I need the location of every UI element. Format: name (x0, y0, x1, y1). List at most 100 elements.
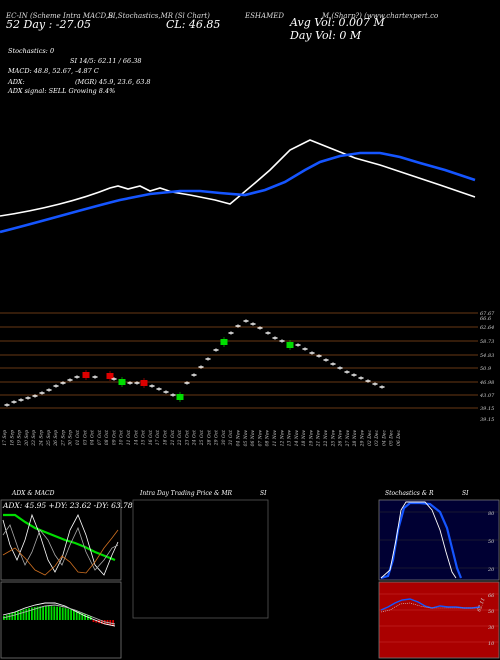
date-tick-label: 22 Oct (177, 430, 183, 446)
candle-body (170, 394, 176, 396)
date-tick-label: 04 Dec (381, 430, 387, 446)
date-tick-label: 09 Oct (111, 430, 117, 445)
date-tick-label: 14 Nov (294, 430, 300, 447)
date-tick-label: 08 Nov (265, 430, 271, 447)
date-tick-label: 17 Oct (155, 430, 161, 445)
day-volume: Day Vol: 0 M (290, 29, 362, 42)
macd-histogram-bar (73, 610, 75, 620)
stoch-tick-20: 20 (487, 567, 495, 573)
macd-histogram-bar (22, 609, 25, 620)
macd-histogram-bar (42, 606, 44, 620)
macd-histogram-bar (59, 607, 61, 620)
date-tick-label: 04 Nov (235, 430, 241, 447)
price-level-label: 54.83 (480, 353, 494, 359)
intraday-title: Intra Day Trading Price & MR (140, 490, 233, 497)
price-level-label: 67.67 (480, 311, 495, 317)
macd-histogram-bar (47, 606, 50, 620)
candle-body (60, 382, 66, 384)
date-tick-label: 18 Nov (301, 430, 307, 447)
price-level-label: 39.15 (480, 417, 494, 423)
candle-body (149, 385, 155, 387)
candle-body (243, 320, 249, 322)
date-tick-label: 06 Nov (250, 430, 256, 447)
macd-readout: MACD: 48.8, 52.67, -4.87 C (8, 67, 99, 75)
si-tick-10: 10 (488, 641, 495, 647)
si-tick-30: 30 (488, 625, 495, 631)
candle-body (11, 401, 17, 403)
date-tick-label: 08 Oct (104, 430, 110, 445)
header-title-right: M (Sharp?) (www.chartexpert.co (322, 12, 439, 20)
open-label: 52 Day : -27.05 (6, 18, 91, 31)
candle-body (82, 372, 90, 378)
candle-body (358, 377, 364, 379)
white-moving-average-line (0, 139, 476, 217)
blue-moving-average-line (0, 151, 476, 234)
date-tick-label: 06 Dec (396, 430, 402, 446)
price-level-label: 43.07 (479, 393, 495, 399)
adx-label: ADX: (8, 78, 25, 86)
macd-histogram-bar (50, 606, 53, 620)
intraday-panel (132, 499, 269, 619)
date-tick-label: 24 Sep (38, 430, 44, 447)
macd-histogram-bar (78, 612, 81, 620)
date-tick-label: 20 Sep (24, 430, 30, 447)
si-panel (378, 581, 500, 659)
date-tick-label: 18 Oct (163, 430, 169, 445)
date-tick-label: 25 Oct (199, 430, 205, 446)
macd-histogram-bar (45, 606, 47, 620)
candle-body (365, 380, 371, 382)
date-tick-label: 23 Sep (31, 430, 37, 447)
candle-body (316, 355, 322, 357)
macd-histogram-bar (11, 613, 14, 620)
macd-histogram-bar (61, 607, 64, 620)
candle-body (25, 397, 31, 399)
candle-body (118, 379, 126, 385)
date-tick-label: 07 Oct (97, 430, 103, 445)
date-tick-label: 05 Dec (389, 430, 395, 446)
candle-body (265, 332, 271, 334)
adx-panel (0, 499, 122, 581)
si-tick-50: 50 (488, 609, 495, 615)
price-level-label: 50.9 (480, 366, 492, 372)
header-symbol: ESHAMED (245, 12, 284, 20)
candle-body (279, 340, 285, 342)
adx-signal: ADX signal: SELL Growing 8.4% (8, 87, 116, 95)
macd-white-line (2, 602, 116, 627)
price-level-label: 66.6 (480, 316, 492, 322)
avg-volume: Avg Vol: 0.007 M (290, 16, 385, 29)
date-tick-label: 29 Oct (214, 430, 220, 446)
mgr-readout: (MGR) 45.9, 23.6, 63.8 (75, 78, 151, 86)
macd-histogram-bar (101, 620, 103, 624)
candle-body (134, 382, 140, 384)
macd-histogram-bar (112, 620, 114, 627)
adx-orange-line (2, 529, 119, 576)
macd-histogram-bar (19, 610, 22, 620)
candle-body (344, 371, 350, 373)
candle-body (18, 399, 24, 401)
header-title-mid2: (Sl Chart) (175, 12, 210, 20)
candle-body (272, 337, 278, 339)
adx-values-readout: ADX: 45.95 +DY: 23.62 -DY: 63.78 (3, 501, 133, 510)
candle-body (235, 325, 241, 327)
macd-histogram-bar (17, 611, 19, 620)
header-title-left: EC-IN (Scheme Intra MACD,B (6, 12, 114, 20)
date-tick-label: 12 Nov (279, 430, 285, 447)
date-tick-label: 21 Nov (316, 430, 322, 448)
date-tick-label: 02 Dec (367, 430, 373, 446)
date-tick-label: 31 Oct (228, 430, 234, 445)
candle-body (286, 342, 294, 348)
candle-body (163, 391, 169, 393)
candle-body (176, 394, 184, 400)
stochastics-readout: Stochastics: 0 (8, 47, 55, 55)
adx-white-line-1 (2, 513, 119, 576)
stochastics-title: Stochastics & R (385, 490, 434, 497)
date-tick-label: 07 Nov (257, 430, 263, 447)
candle-body (32, 395, 38, 397)
macd-gray-line (2, 604, 116, 625)
macd-histogram-bar (28, 608, 30, 620)
date-tick-label: 27 Nov (345, 430, 351, 448)
candle-body (39, 392, 45, 394)
si-readout: SI 14/5: 62.11 / 66.38 (70, 57, 142, 65)
